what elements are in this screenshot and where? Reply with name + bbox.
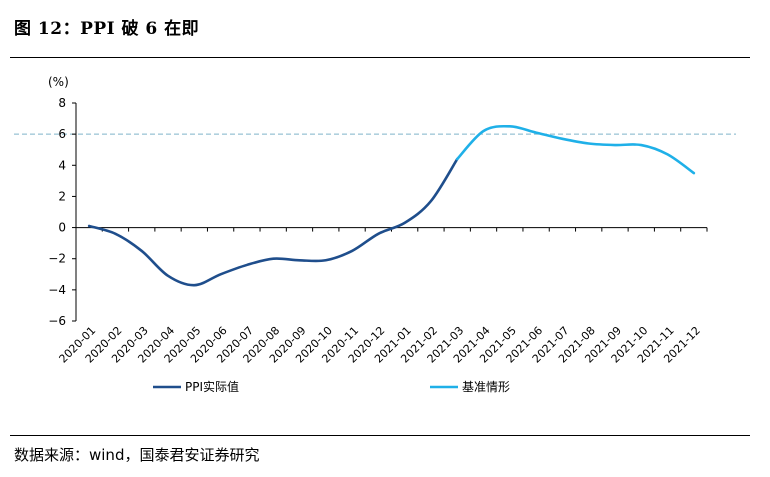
- legend-label-2: 基准情形: [462, 380, 510, 394]
- y-tick-label: −6: [48, 314, 66, 328]
- y-tick-label: 4: [58, 158, 66, 172]
- legend-label-1: PPI实际值: [185, 379, 239, 394]
- series-line-2: [455, 124, 696, 175]
- bottom-divider: [10, 435, 750, 436]
- series-layer: [87, 124, 696, 287]
- y-tick-label: 2: [58, 189, 66, 203]
- series-line-1: [87, 157, 459, 287]
- y-tick-label: −2: [48, 252, 66, 266]
- y-tick-label: 6: [58, 127, 66, 141]
- source-note: 数据来源：wind，国泰君安证券研究: [14, 446, 260, 464]
- y-tick-label: 0: [58, 221, 66, 235]
- y-tick-label: 8: [58, 96, 66, 110]
- axes-layer: 86420−2−4−62020-012020-022020-032020-042…: [48, 96, 708, 366]
- top-divider: [10, 57, 750, 58]
- chart-title: 图 12：PPI 破 6 在即: [14, 19, 200, 39]
- legend: PPI实际值 基准情形: [153, 379, 510, 394]
- y-tick-label: −4: [48, 283, 66, 297]
- y-axis-unit-label: (%): [48, 75, 69, 89]
- line-chart: (%) 86420−2−4−62020-012020-022020-032020…: [14, 75, 736, 394]
